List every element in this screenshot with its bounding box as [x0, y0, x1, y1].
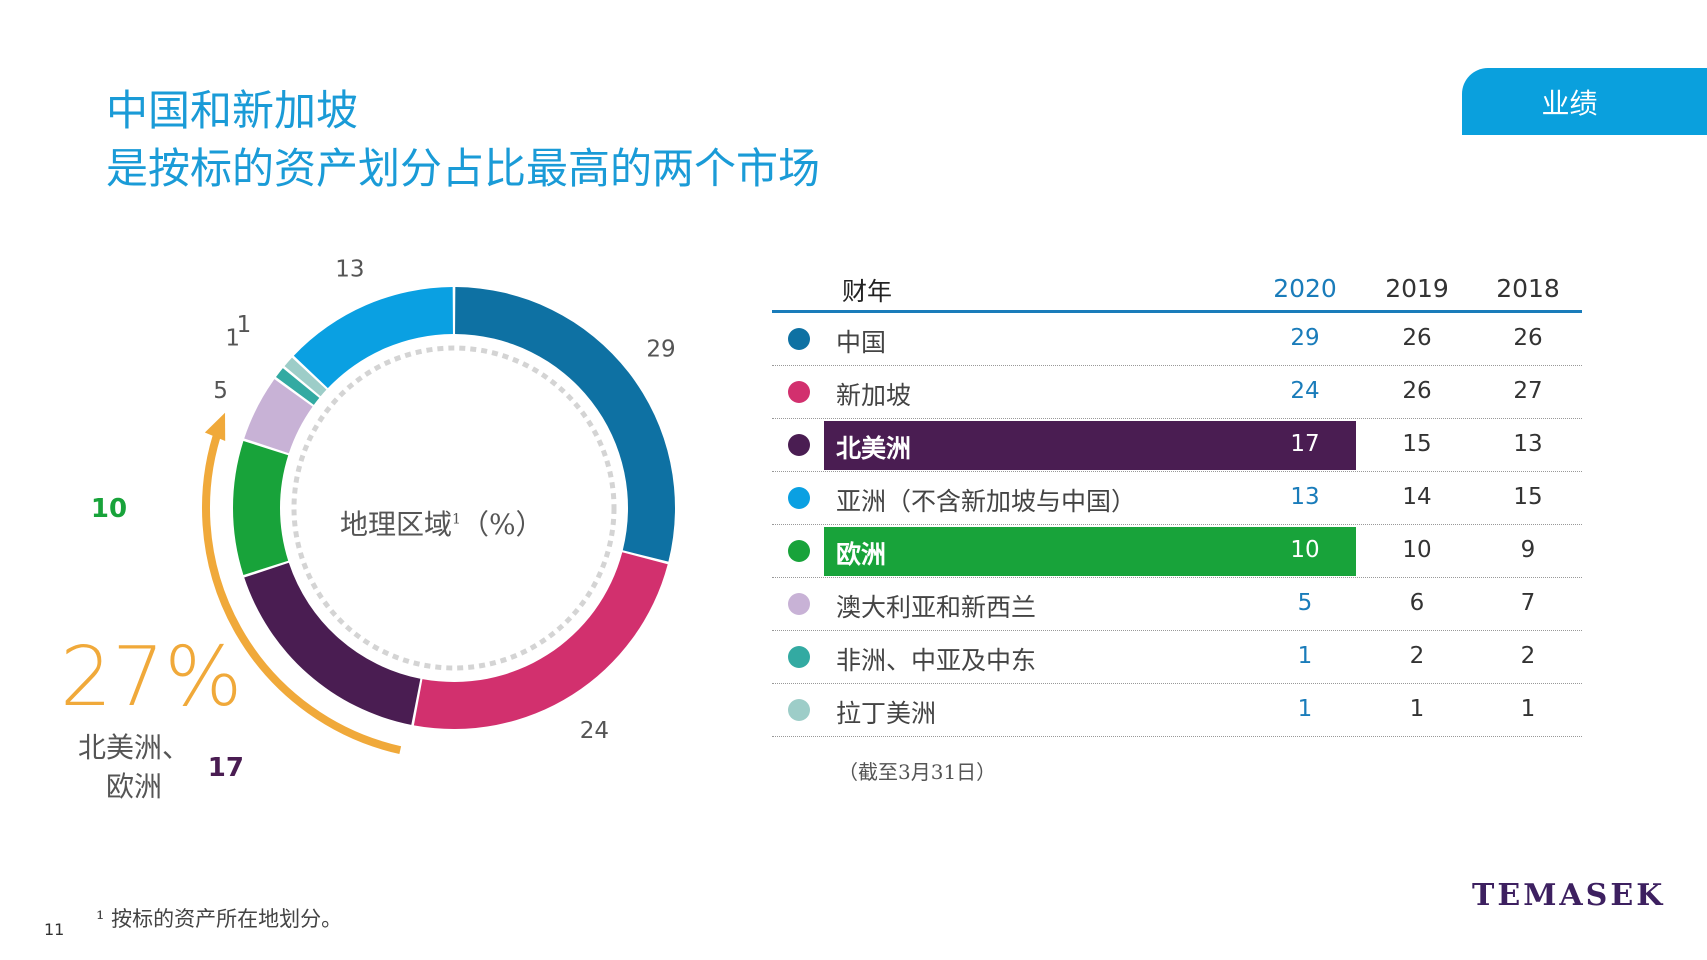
donut-slice — [455, 287, 675, 562]
row-label: 欧洲 — [836, 540, 887, 569]
cell-2020: 1 — [1297, 696, 1313, 722]
row-label: 中国 — [836, 328, 887, 357]
page-title: 中国和新加坡 是按标的资产划分占比最高的两个市场 — [106, 82, 820, 198]
row-highlight — [824, 421, 1356, 470]
cell-2019: 1 — [1409, 696, 1425, 722]
table-note: （截至3月31日） — [838, 760, 997, 784]
donut-center-label: 地理区域1（%） — [340, 503, 544, 543]
cell-2020: 1 — [1297, 643, 1313, 669]
row-label: 澳大利亚和新西兰 — [836, 593, 1037, 622]
donut-slice — [232, 440, 289, 576]
donut-value-label: 5 — [213, 378, 228, 404]
row-label: 拉丁美洲 — [836, 699, 937, 728]
cell-2018: 15 — [1513, 484, 1543, 510]
table-row: 中国 29 26 26 — [772, 313, 1582, 366]
table-header: 财年 2020 2019 2018 — [772, 266, 1582, 313]
temasek-logo: TEMASEK — [1472, 878, 1666, 913]
donut-center-unit: （%） — [460, 508, 544, 541]
bracket-arrow — [202, 425, 402, 755]
row-label: 北美洲 — [836, 434, 912, 463]
title-line-2: 是按标的资产划分占比最高的两个市场 — [106, 144, 821, 193]
cell-2018: 26 — [1513, 325, 1543, 351]
cell-2020: 29 — [1290, 325, 1320, 351]
table-row: 拉丁美洲 1 1 1 — [772, 684, 1582, 737]
cell-2019: 14 — [1402, 484, 1432, 510]
table-body: 中国 29 26 26 新加坡 24 26 27 北美洲 17 15 13 亚洲（不含新加坡与中国） 13… — [772, 313, 1582, 737]
header-2019: 2019 — [1385, 274, 1449, 303]
cell-2019: 2 — [1409, 643, 1425, 669]
highlight-label-line-1: 北美洲、 — [78, 731, 191, 764]
donut-value-label: 17 — [208, 753, 244, 783]
inner-dashed-ring — [291, 345, 617, 671]
cell-2020: 13 — [1290, 484, 1320, 510]
table-row: 亚洲（不含新加坡与中国） 13 14 15 — [772, 472, 1582, 525]
donut-center-footnote-mark: 1 — [452, 511, 461, 528]
cell-2020: 10 — [1290, 537, 1320, 563]
table-row: 非洲、中亚及中东 1 2 2 — [772, 631, 1582, 684]
cell-2019: 15 — [1402, 431, 1432, 457]
legend-dot-icon — [788, 540, 810, 562]
cell-2020: 5 — [1297, 590, 1313, 616]
section-tab-performance: 业绩 — [1462, 68, 1707, 135]
table-row: 北美洲 17 15 13 — [772, 419, 1582, 472]
table-row: 新加坡 24 26 27 — [772, 366, 1582, 419]
donut-value-label: 10 — [91, 494, 127, 524]
arrowhead-icon — [204, 412, 226, 441]
row-highlight — [824, 527, 1356, 576]
page-number: 11 — [44, 920, 65, 939]
footnote: ¹ 按标的资产所在地划分。 — [96, 907, 343, 931]
donut-value-label: 13 — [335, 257, 364, 283]
donut-slice — [293, 287, 453, 389]
donut-value-label: 1 — [237, 312, 252, 338]
donut-slice — [244, 379, 313, 454]
table-row: 澳大利亚和新西兰 5 6 7 — [772, 578, 1582, 631]
cell-2018: 2 — [1520, 643, 1536, 669]
legend-dot-icon — [788, 699, 810, 721]
donut-value-label: 29 — [646, 336, 675, 362]
donut-value-label: 1 — [225, 325, 240, 351]
table-row: 欧洲 10 10 9 — [772, 525, 1582, 578]
legend-dot-icon — [788, 593, 810, 615]
highlight-label: 北美洲、 欧洲 — [78, 728, 190, 806]
legend-dot-icon — [788, 328, 810, 350]
row-label: 亚洲（不含新加坡与中国） — [836, 487, 1137, 516]
cell-2019: 6 — [1409, 590, 1425, 616]
cell-2018: 7 — [1520, 590, 1536, 616]
highlight-percentage: 27% — [60, 630, 243, 725]
cell-2019: 10 — [1402, 537, 1432, 563]
legend-dot-icon — [788, 434, 810, 456]
highlight-label-line-2: 欧洲 — [106, 770, 163, 803]
donut-slice — [284, 357, 327, 397]
cell-2018: 13 — [1513, 431, 1543, 457]
legend-dot-icon — [788, 381, 810, 403]
cell-2018: 27 — [1513, 378, 1543, 404]
cell-2018: 9 — [1520, 537, 1536, 563]
row-label: 新加坡 — [836, 381, 912, 410]
title-line-1: 中国和新加坡 — [106, 86, 359, 135]
cell-2018: 1 — [1520, 696, 1536, 722]
cell-2020: 17 — [1290, 431, 1320, 457]
header-fiscal-year: 财年 — [842, 277, 893, 306]
donut-value-label: 24 — [580, 718, 609, 744]
cell-2020: 24 — [1290, 378, 1320, 404]
legend-dot-icon — [788, 646, 810, 668]
donut-slice — [413, 552, 668, 729]
donut-slice — [275, 368, 320, 405]
geography-table: 财年 2020 2019 2018 中国 29 26 26 新加坡 24 26 27 北美洲 17… — [772, 266, 1582, 737]
donut-slice — [244, 562, 421, 725]
donut-center-text: 地理区域 — [340, 508, 453, 541]
row-label: 非洲、中亚及中东 — [836, 646, 1037, 675]
cell-2019: 26 — [1402, 325, 1432, 351]
legend-dot-icon — [788, 487, 810, 509]
header-2020: 2020 — [1273, 274, 1337, 303]
header-2018: 2018 — [1496, 274, 1560, 303]
cell-2019: 26 — [1402, 378, 1432, 404]
